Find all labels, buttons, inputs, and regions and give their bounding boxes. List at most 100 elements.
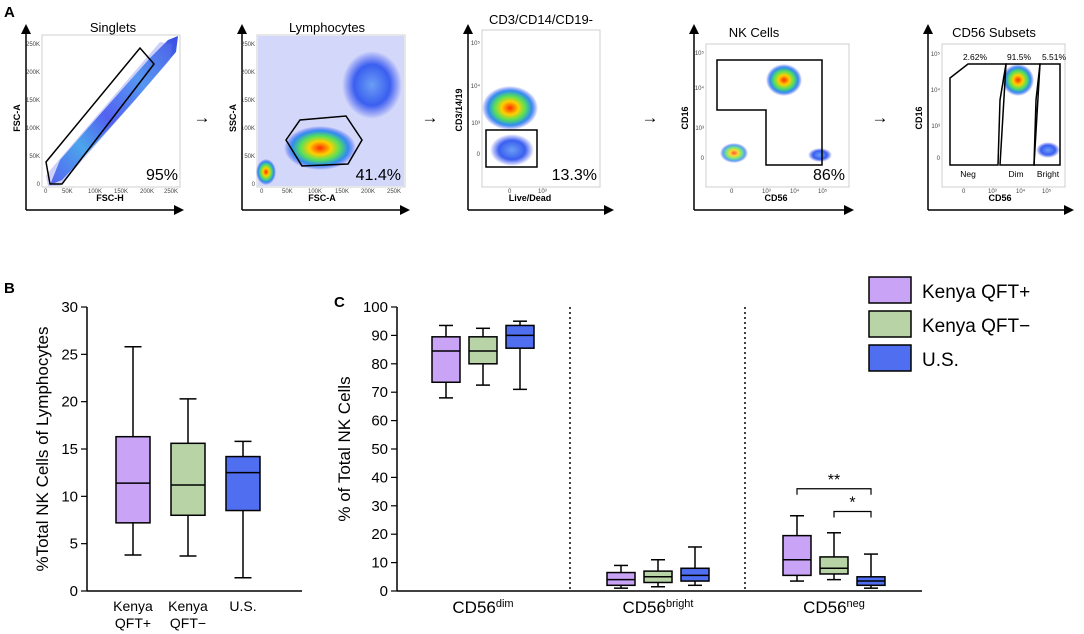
x-tick: 0 (260, 189, 264, 195)
y-axis-label: SSC-A (228, 104, 238, 133)
x-tick: 0 (962, 189, 966, 195)
plot-title-cd3: CD3/CD14/CD19- (489, 12, 593, 27)
y-tick: 10⁴ (695, 85, 705, 92)
y-tick: 250K (26, 42, 40, 48)
y-tick-label: 5 (70, 536, 78, 553)
y-tick-label: 25 (61, 346, 78, 363)
y-tick-label: 90 (371, 327, 388, 344)
y-axis-label: CD16 (680, 106, 690, 129)
x-tick: 10⁴ (1016, 188, 1026, 195)
gate-polygon (45, 46, 155, 185)
x-axis-label: FSC-H (96, 193, 124, 203)
y-axis-title: %Total NK Cells of Lymphocytes (33, 326, 52, 571)
y-tick: 50K (244, 154, 255, 160)
legend-swatch (868, 276, 912, 304)
box-bright-kenya-qft- (643, 559, 673, 588)
legend-label: Kenya QFT− (922, 316, 1030, 337)
density-halo (46, 42, 172, 186)
box-u-s- (225, 440, 261, 579)
y-axis-label: CD16 (914, 106, 924, 129)
x-ticks-lymphocytes: 0 50K 100K 150K 200K 250K (260, 189, 401, 195)
gate-percent: 95% (146, 167, 178, 184)
y-ticks-singlets: 0 50K 100K 150K 200K 250K (26, 42, 41, 188)
y-tick: 10⁵ (695, 50, 705, 57)
box-kenya-qft- (115, 346, 151, 556)
chart-c: 0 10 20 30 40 50 60 70 80 90 100 % of Total NK Cell… (335, 299, 922, 617)
y-tick-label: 70 (371, 384, 388, 401)
subset-percent-bright: 5.51% (1042, 52, 1067, 62)
box-dim-u-s- (505, 320, 535, 391)
chart-b: 0 5 10 15 20 25 30 %Total NK Cells of Lymphocyt… (33, 299, 302, 631)
y-axis-title: % of Total NK Cells (335, 376, 354, 521)
plot-singlets: Singlets 95% FSC-H FSC-A 0 50K 100K 150K… (12, 20, 184, 215)
x-tick: 10⁵ (818, 188, 828, 195)
y-axis-label: FSC-A (12, 104, 22, 132)
box-dim-kenya-qft- (431, 324, 461, 399)
box-iqr (225, 455, 261, 512)
density-double-negative (720, 143, 748, 163)
x-arrowhead (1064, 205, 1074, 215)
x-tick: 150K (335, 189, 349, 195)
plot-lymphocytes: Lymphocytes 41.4% FSC-A SSC-A 0 50K 100K… (228, 20, 410, 215)
y-tick: 10³ (695, 126, 704, 132)
flow-arrow: → (422, 108, 439, 127)
x-arrowhead (400, 205, 410, 215)
y-tick: 200K (26, 70, 40, 76)
x-tick: 200K (361, 189, 375, 195)
gate-polygon (716, 59, 823, 166)
density-lymphocytes (284, 126, 356, 170)
flow-arrow: → (872, 108, 889, 127)
flow-arrow: → (194, 108, 211, 127)
gate-rect (485, 129, 538, 168)
y-axis-label: CD3/14/19 (454, 88, 464, 131)
x-tick: 0 (730, 189, 734, 195)
box-iqr (819, 556, 849, 575)
y-tick-label: 30 (371, 498, 388, 515)
plot-title-lymphocytes: Lymphocytes (289, 20, 366, 35)
x-category-label: Kenya (113, 598, 153, 614)
density-dim (1002, 64, 1034, 96)
density-debris (256, 159, 276, 185)
panel-c-letter: C (334, 294, 345, 311)
box-bright-kenya-qft- (606, 564, 636, 589)
x-tick: 50K (282, 189, 293, 195)
x-axis-label: CD56 (764, 193, 787, 203)
legend-swatch (868, 344, 912, 372)
x-group-label: CD56bright (623, 598, 694, 617)
x-tick: 100K (308, 189, 322, 195)
x-category-label: U.S. (229, 598, 256, 614)
y-tick-label: 0 (380, 583, 388, 600)
y-ticks-lymphocytes: 0 50K 100K 150K 200K 250K (241, 42, 256, 188)
y-tick-label: 0 (70, 583, 78, 600)
x-tick: 0 (508, 189, 512, 195)
y-tick-label: 10 (371, 555, 388, 572)
box-dim-kenya-qft- (468, 327, 498, 386)
gate-percent: 41.4% (356, 167, 401, 184)
significance-label: ** (828, 472, 840, 489)
y-arrowhead (21, 24, 31, 34)
x-tick: 200K (140, 189, 154, 195)
box-neg-kenya-qft- (819, 532, 849, 581)
y-tick-label: 30 (61, 299, 78, 316)
plot-title-singlets: Singlets (90, 20, 137, 35)
x-tick: 250K (387, 189, 401, 195)
significance-bracket (833, 510, 872, 518)
y-tick-label: 15 (61, 441, 78, 458)
legend: Kenya QFT+ Kenya QFT− U.S. (868, 276, 1030, 372)
y-tick: 0 (37, 182, 41, 188)
panel-b-letter: B (4, 280, 15, 297)
x-tick: 10⁵ (1042, 188, 1052, 195)
x-group-label: CD56dim (452, 598, 513, 617)
box-iqr (431, 336, 461, 384)
y-tick: 10³ (471, 121, 480, 127)
y-tick-label: 100 (363, 299, 388, 316)
density-bright (1036, 142, 1060, 158)
subset-label-dim: Dim (1008, 169, 1023, 179)
x-tick: 10³ (988, 189, 997, 195)
box-kenya-qft- (170, 398, 206, 557)
x-axis-label: Live/Dead (509, 193, 552, 203)
x-tick: 100K (88, 189, 102, 195)
subset-percent-neg: 2.62% (963, 52, 988, 62)
y-tick: 10⁵ (471, 40, 481, 47)
plot-cd3-cd14-cd19: CD3/CD14/CD19- 13.3% Live/Dead CD3/14/19… (454, 12, 614, 215)
